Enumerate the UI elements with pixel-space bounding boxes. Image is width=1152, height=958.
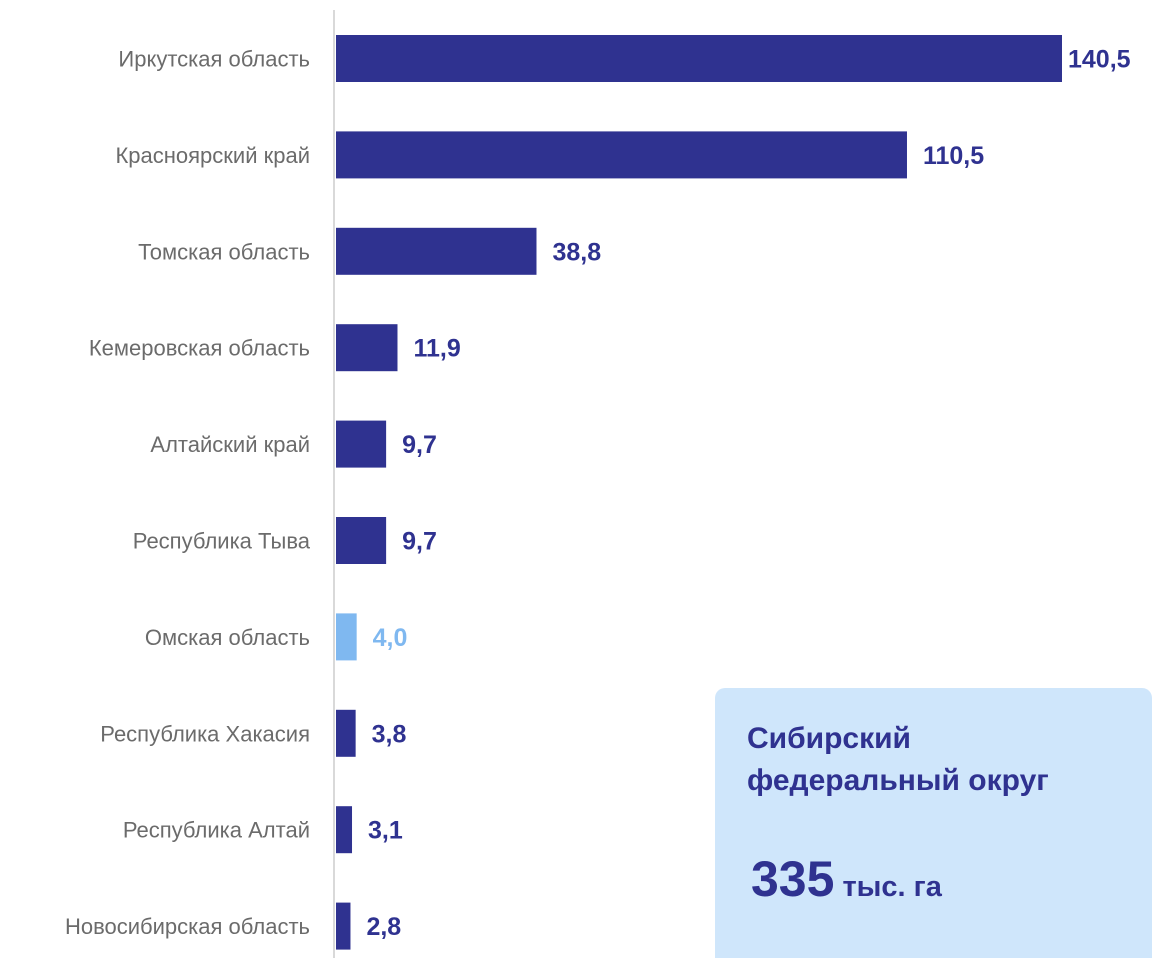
- category-label: Омская область: [145, 625, 310, 650]
- value-label: 11,9: [413, 335, 460, 363]
- bar: [336, 227, 537, 275]
- district-title: Сибирский федеральный округ: [747, 722, 1049, 797]
- bar: [336, 709, 356, 757]
- value-label: 3,8: [372, 720, 407, 748]
- district-total: 335 тыс. га: [747, 850, 1152, 908]
- category-label: Томская область: [138, 239, 310, 264]
- bar: [336, 324, 398, 372]
- chart-marks: Иркутская область 140,5 Красноярский край 1…: [65, 35, 1131, 950]
- value-label: 140,5: [1068, 46, 1131, 74]
- district-total-unit: тыс. га: [842, 871, 942, 903]
- bar: [336, 517, 387, 564]
- category-label: Республика Алтай: [123, 818, 310, 843]
- bar: [336, 806, 353, 854]
- district-total-value: 335: [751, 851, 835, 907]
- value-label: 3,1: [368, 817, 403, 845]
- value-label: 38,8: [552, 238, 601, 266]
- category-label: Новосибирская область: [65, 914, 310, 939]
- district-summary-box: Сибирский федеральный округ 335 тыс. га: [715, 688, 1152, 958]
- value-label: 9,7: [402, 528, 437, 556]
- value-label: 9,7: [402, 431, 437, 459]
- category-label: Республика Хакасия: [100, 721, 310, 746]
- bar: [336, 131, 907, 179]
- category-label: Иркутская область: [118, 47, 310, 72]
- bar: [336, 35, 1062, 82]
- category-label: Республика Тыва: [133, 529, 311, 554]
- value-label: 110,5: [923, 142, 984, 170]
- value-label: 4,0: [373, 624, 408, 652]
- value-label: 2,8: [366, 913, 401, 941]
- category-label: Алтайский край: [150, 432, 310, 457]
- bar: [336, 613, 357, 661]
- bar: [336, 420, 387, 468]
- category-label: Кемеровская область: [89, 336, 310, 361]
- bar: [336, 902, 351, 950]
- category-label: Красноярский край: [115, 143, 310, 168]
